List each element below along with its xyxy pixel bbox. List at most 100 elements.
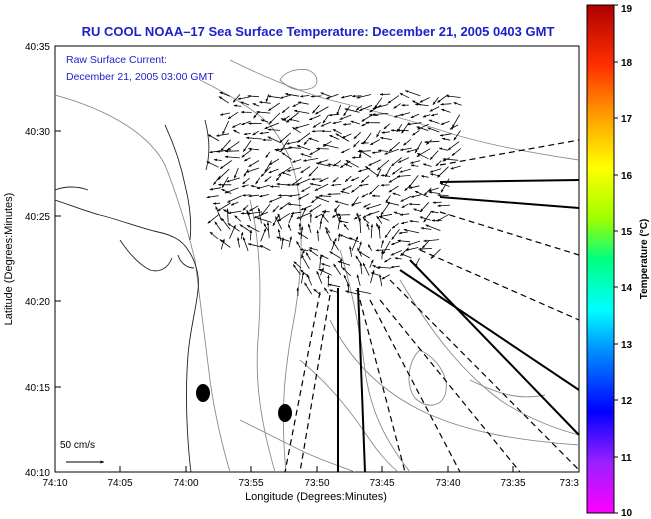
current-vector-arrow — [332, 240, 340, 251]
current-vector-arrow — [268, 112, 281, 125]
y-tick-label: 40:20 — [25, 297, 50, 308]
current-vector-arrow — [242, 177, 250, 185]
current-vector-arrow — [300, 153, 312, 158]
current-vector-arrow — [384, 229, 392, 239]
current-vector-arrow — [220, 238, 225, 250]
current-vector-arrow — [292, 264, 301, 275]
x-tick-label: 74:00 — [173, 478, 198, 489]
current-vector-arrow — [242, 140, 252, 152]
current-vector-arrow — [324, 226, 331, 234]
current-vector-arrow — [339, 257, 343, 269]
current-vector-arrow — [432, 96, 439, 105]
colorbar: 10 11 12 13 14 15 16 17 18 19 Temperatur… — [586, 4, 650, 519]
current-vector-arrow — [309, 182, 321, 187]
current-vector-arrow — [390, 250, 402, 256]
current-vector-arrow — [227, 210, 242, 215]
current-vector-arrow — [288, 213, 293, 224]
current-vector-arrow — [313, 288, 322, 296]
current-vector-arrow — [344, 175, 352, 182]
current-vector-arrow — [384, 148, 399, 155]
current-vector-arrow — [363, 132, 372, 144]
current-vector-arrow — [301, 254, 310, 269]
current-vector-arrow — [381, 131, 390, 134]
current-vector-arrow — [440, 108, 451, 113]
current-vector-arrow — [308, 137, 319, 142]
current-vector-arrow — [384, 257, 392, 263]
colorbar-tick-label: 14 — [621, 283, 633, 294]
x-tick-label: 73:50 — [304, 478, 329, 489]
current-vector-arrow — [286, 112, 300, 123]
current-vector-arrow — [386, 201, 399, 206]
current-vector-arrow — [306, 273, 313, 286]
current-vector-arrow — [321, 214, 329, 223]
current-vector-arrow — [291, 177, 303, 186]
current-vector-arrow — [231, 122, 242, 128]
current-vector-arrow — [400, 112, 411, 116]
current-vector-arrow — [269, 158, 280, 166]
current-vector-arrow — [288, 146, 302, 149]
current-vector-arrow — [319, 177, 329, 182]
current-vector-arrow — [300, 166, 311, 174]
current-vector-arrow — [342, 123, 352, 126]
island-marker — [196, 384, 210, 402]
current-vector-arrow — [378, 274, 383, 287]
current-vector-arrow — [256, 184, 271, 190]
current-vector-arrow — [334, 208, 340, 222]
current-vector-arrow — [314, 213, 322, 219]
current-vector-arrow — [209, 231, 219, 240]
current-vector-arrow — [344, 290, 360, 295]
current-vector-arrow — [281, 152, 292, 160]
colorbar-tick-label: 10 — [621, 508, 633, 519]
current-vector-arrow — [316, 229, 320, 241]
current-vector-arrow — [333, 263, 342, 276]
current-vector-arrow — [226, 208, 229, 223]
current-vector-arrow — [209, 187, 222, 191]
current-vector-arrow — [429, 168, 442, 173]
current-vector-arrow — [362, 262, 370, 276]
current-vector-arrow — [268, 102, 280, 112]
current-vector-arrow — [403, 139, 412, 146]
channel-boundaries — [284, 139, 579, 472]
current-vector-arrow — [255, 177, 261, 185]
current-vector-arrow — [339, 234, 351, 240]
current-vector-arrow — [219, 91, 231, 97]
current-vector-arrow — [439, 182, 450, 187]
current-vector-arrow — [247, 243, 262, 248]
current-vector-arrow — [296, 241, 301, 248]
colorbar-gradient — [586, 4, 615, 514]
current-vector-arrow — [365, 165, 379, 177]
colorbar-tick-label: 18 — [621, 58, 633, 69]
current-vector-arrow — [409, 219, 419, 223]
current-vector-arrow — [413, 208, 422, 213]
current-vector-arrow — [414, 190, 429, 198]
current-vector-arrow — [293, 109, 310, 114]
current-vector-arrow — [217, 168, 230, 181]
current-vector-arrow — [351, 186, 360, 193]
current-vector-arrow — [292, 126, 301, 134]
current-vector-arrow — [308, 247, 319, 251]
current-vector-arrow — [308, 166, 319, 177]
current-vector-arrow — [319, 194, 332, 198]
current-vector-arrow — [450, 165, 461, 170]
current-vector-arrow — [368, 159, 382, 166]
current-vector-arrow — [400, 221, 409, 225]
current-vector-arrow — [312, 104, 320, 114]
current-vector-arrow — [287, 203, 302, 206]
current-vector-arrow — [361, 115, 372, 122]
current-vector-arrow — [246, 224, 260, 233]
colorbar-tick-label: 13 — [621, 340, 633, 351]
current-vector-arrow — [293, 261, 302, 269]
current-vector-arrow — [394, 114, 402, 118]
x-tick-label: 73:3 — [560, 478, 580, 489]
current-vector-arrow — [441, 137, 451, 141]
current-vector-arrow — [268, 168, 279, 174]
current-vector-arrow — [399, 147, 412, 151]
current-vector-arrow — [350, 176, 360, 182]
current-vector-arrow — [336, 104, 342, 116]
current-vector-arrow — [266, 221, 270, 239]
colorbar-tick-label: 11 — [621, 453, 632, 464]
current-vector-arrow — [286, 140, 300, 145]
current-vector-arrow — [282, 115, 290, 121]
current-vector-arrow — [332, 177, 339, 183]
current-vector-arrow — [340, 190, 350, 194]
